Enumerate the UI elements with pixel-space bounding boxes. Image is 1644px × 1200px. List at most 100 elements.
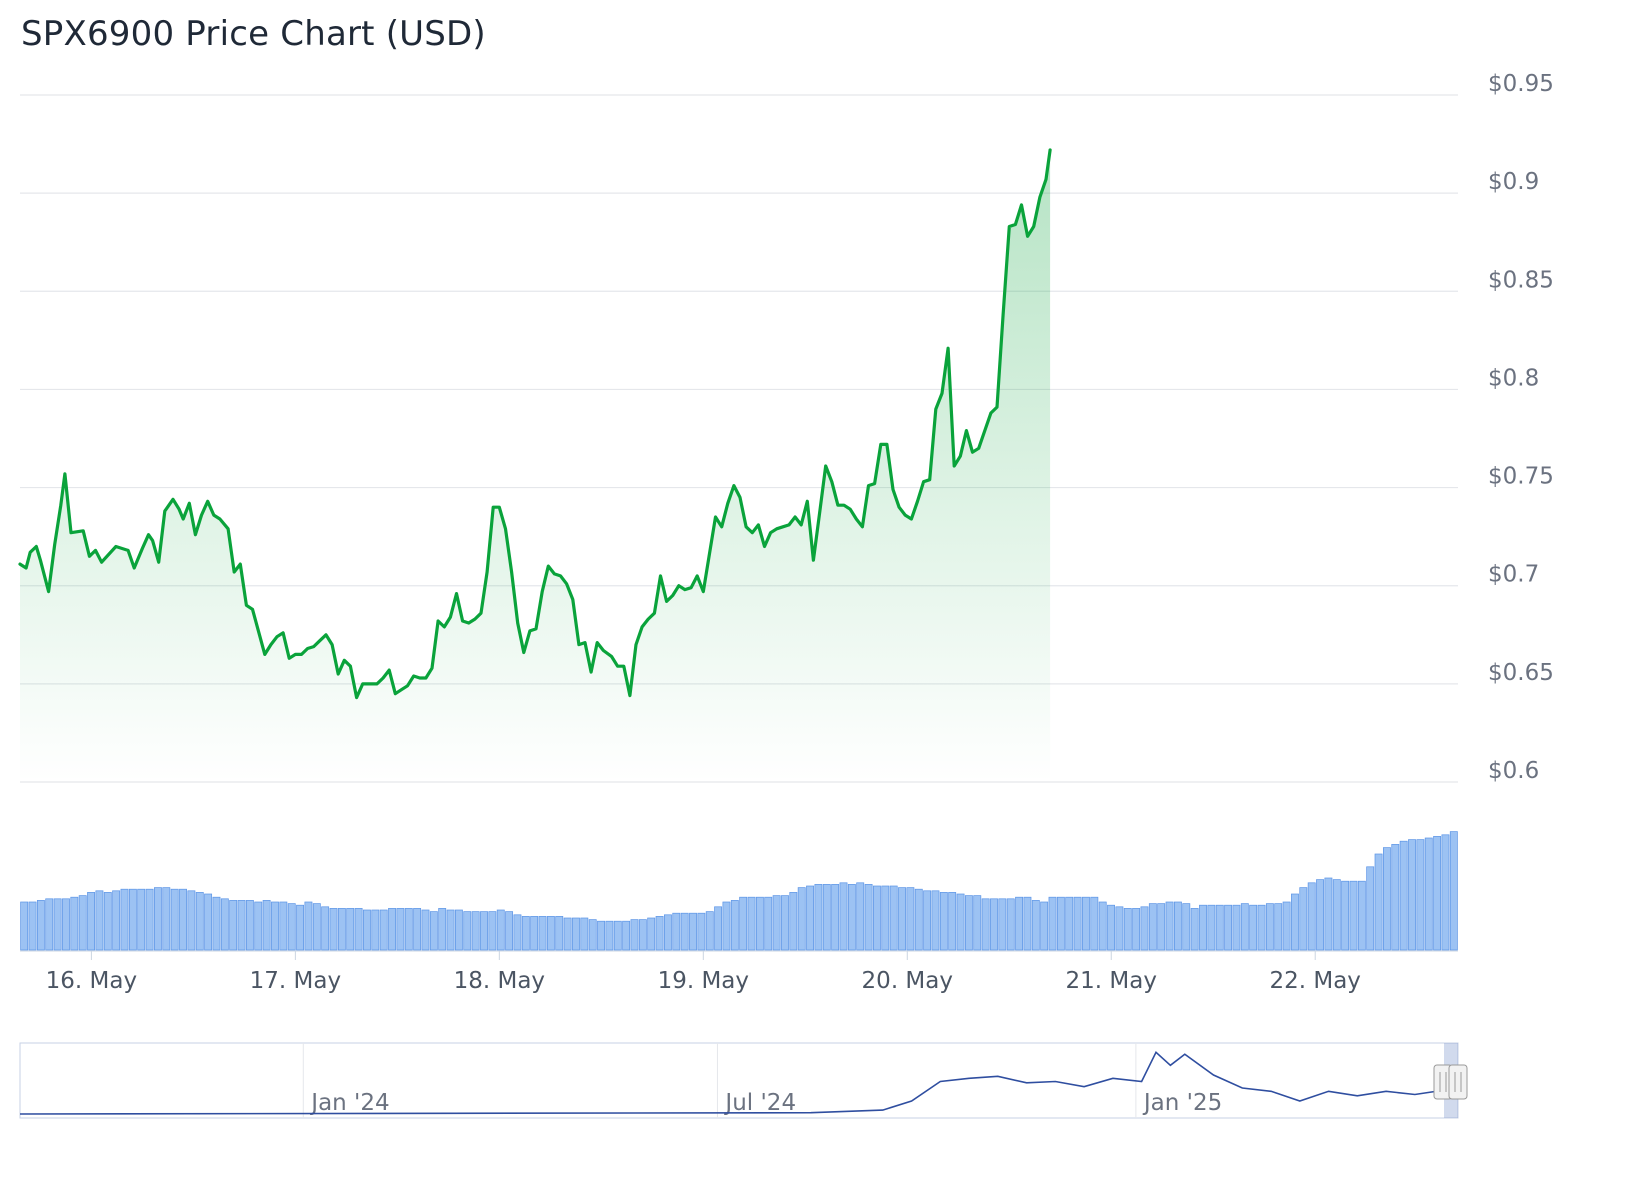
chart-title: SPX6900 Price Chart (USD) xyxy=(21,14,486,54)
volume-bar xyxy=(1090,896,1099,951)
volume-bar xyxy=(1073,896,1082,951)
volume-bar xyxy=(1374,853,1383,951)
volume-bar xyxy=(1182,903,1191,951)
price-area-fill xyxy=(20,150,1051,782)
volume-bar xyxy=(1391,844,1400,951)
volume-bar xyxy=(1383,847,1391,951)
volume-bar xyxy=(496,909,505,951)
volume-bar xyxy=(429,911,438,951)
volume-bar xyxy=(906,887,915,951)
volume-bar xyxy=(697,912,706,951)
volume-bar xyxy=(705,911,714,951)
y-tick-label: $0.7 xyxy=(1488,562,1539,588)
volume-bar xyxy=(1140,906,1149,951)
volume-bar xyxy=(822,884,831,951)
volume-bar xyxy=(271,901,279,951)
volume-bar xyxy=(53,898,62,951)
volume-bar xyxy=(755,896,764,951)
volume-bar xyxy=(1441,834,1450,951)
volume-bar xyxy=(446,909,455,951)
volume-bar xyxy=(1157,903,1166,951)
y-tick-label: $0.65 xyxy=(1488,660,1554,686)
volume-bar xyxy=(764,896,773,951)
x-tick-label: 22. May xyxy=(1269,968,1360,994)
volume-bar xyxy=(956,893,965,951)
volume-bar xyxy=(647,917,656,951)
volume-bar xyxy=(1291,893,1299,951)
volume-bar xyxy=(655,916,664,951)
volume-bar xyxy=(1265,903,1274,951)
volume-bar xyxy=(1215,904,1224,951)
volume-bar xyxy=(513,914,522,951)
volume-bar xyxy=(329,908,338,951)
volume-bar xyxy=(1031,900,1040,951)
volume-bar xyxy=(304,901,313,951)
volume-bar xyxy=(1349,880,1358,951)
volume-bar xyxy=(772,895,781,951)
volume-bar xyxy=(730,900,739,951)
volume-bar xyxy=(195,892,204,951)
volume-bar xyxy=(1023,896,1032,951)
volume-bar xyxy=(438,908,447,951)
volume-bar xyxy=(413,908,422,951)
navigator-handle-right xyxy=(1448,1064,1468,1100)
volume-bar xyxy=(1299,887,1308,951)
volume-bar xyxy=(296,904,305,951)
volume-bar xyxy=(463,911,472,951)
volume-bar xyxy=(981,898,990,951)
x-tick-label: 16. May xyxy=(46,968,137,994)
volume-bar xyxy=(689,912,697,951)
navigator-handle[interactable] xyxy=(1433,1064,1468,1100)
volume-bar xyxy=(847,884,856,951)
volume-bar xyxy=(1307,882,1316,951)
volume-bar xyxy=(229,900,238,951)
volume-bar xyxy=(638,919,647,951)
volume-bar xyxy=(112,890,121,951)
volume-bar xyxy=(1082,896,1090,951)
x-tick-label: 20. May xyxy=(862,968,953,994)
volume-bar xyxy=(396,908,405,951)
volume-bar xyxy=(797,887,806,951)
volume-bar xyxy=(1199,904,1207,951)
volume-bar xyxy=(220,898,229,951)
volume-bar xyxy=(279,901,288,951)
volume-bar xyxy=(1257,904,1266,951)
volume-bar xyxy=(1098,901,1107,951)
volume-bar xyxy=(371,909,380,951)
navigator-label: Jan '25 xyxy=(1142,1090,1222,1116)
volume-bar xyxy=(488,911,497,951)
volume-bar xyxy=(714,906,723,951)
y-tick-label: $0.85 xyxy=(1488,267,1554,293)
volume-bar xyxy=(36,900,45,951)
volume-bar xyxy=(404,908,413,951)
price-line xyxy=(18,148,1052,700)
volume-bar xyxy=(1357,880,1366,951)
volume-bar xyxy=(839,882,848,951)
volume-bar xyxy=(87,892,95,951)
volume-bar xyxy=(237,900,246,951)
volume-bar xyxy=(421,909,430,951)
volume-bar xyxy=(1148,903,1157,951)
volume-bar xyxy=(1065,896,1074,951)
volume-bar xyxy=(739,896,748,951)
volume-bar xyxy=(45,898,54,951)
navigator[interactable]: Jan '24 Jul '24 Jan '25 xyxy=(19,1042,1468,1119)
y-tick-label: $0.95 xyxy=(1488,71,1554,97)
volume-bar xyxy=(998,898,1007,951)
volume-bar xyxy=(1015,896,1024,951)
volume-bar xyxy=(605,920,614,951)
volume-bar xyxy=(120,888,129,951)
volume-bar xyxy=(1249,904,1258,951)
volume-bar xyxy=(1207,904,1216,951)
volume-bar xyxy=(931,890,940,951)
volume-bar xyxy=(1240,903,1249,951)
volume-bar xyxy=(145,888,154,951)
volume-bar xyxy=(1173,901,1182,951)
volume-bar xyxy=(864,884,873,951)
volume-bar xyxy=(630,919,639,951)
volume-bar xyxy=(873,885,881,951)
volume-bar xyxy=(546,916,555,951)
x-tick-label: 19. May xyxy=(658,968,749,994)
volume-bar xyxy=(781,895,789,951)
